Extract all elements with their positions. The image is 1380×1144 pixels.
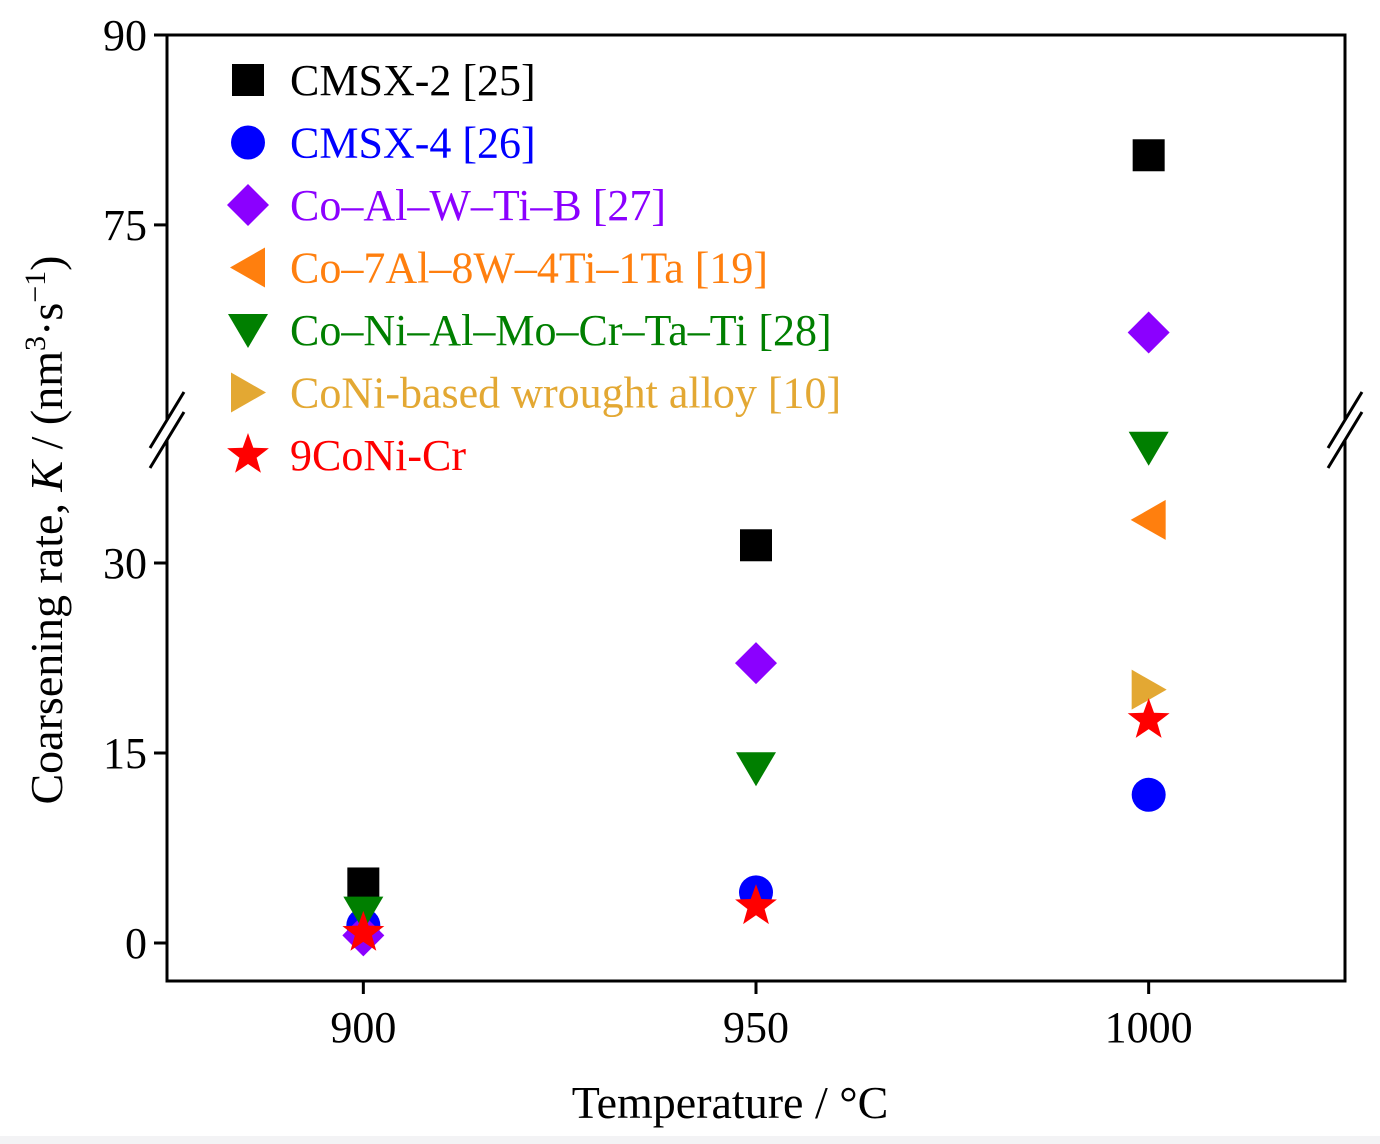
legend-marker-cmsx-4-26	[231, 125, 265, 160]
point-9coni-cr-950	[735, 884, 777, 925]
legend-label: Co–7Al–8W–4Ti–1Ta [19]	[290, 244, 768, 293]
point-cmsx-2-25-1000	[1132, 139, 1165, 172]
y-tick-label: 0	[125, 919, 147, 968]
y-axis-title-part: )	[21, 255, 72, 270]
y-axis-title-part: ·s	[21, 303, 72, 336]
legend-label: CMSX-2 [25]	[290, 56, 536, 105]
x-tick-label: 900	[330, 1003, 396, 1052]
axis-labels: Temperature / °C Coarsening rate, K / (nm…	[19, 255, 888, 1128]
series-9coni-cr	[342, 698, 1170, 951]
legend-marker-coni-based-wrought-alloy-10	[231, 372, 266, 413]
legend-label: CMSX-4 [26]	[290, 119, 536, 168]
legend-marker-9coni-cr	[227, 433, 269, 473]
point-cmsx-4-26-1000	[1131, 777, 1166, 812]
legend-item-coni-based-wrought-alloy-10: CoNi-based wrought alloy [10]	[231, 369, 841, 418]
legend-marker-co-al-w-ti-b-27	[227, 184, 269, 226]
series-co-7al-8w-4ti-1ta-19	[1130, 499, 1166, 540]
legend-marker-co-ni-al-mo-cr-ta-ti-28	[228, 314, 268, 348]
legend-label: Co–Al–W–Ti–B [27]	[290, 181, 666, 230]
legend-label: CoNi-based wrought alloy [10]	[290, 369, 841, 418]
point-coni-based-wrought-alloy-10-1000	[1131, 669, 1167, 710]
y-tick-label: 75	[103, 201, 147, 250]
x-axis-title: Temperature / °C	[572, 1077, 889, 1128]
y-axis-title: Coarsening rate, K / (nm3·s−1)	[19, 255, 72, 804]
axis-break-mark-right-2	[1326, 411, 1364, 469]
y-axis-title-part: Coarsening rate,	[21, 492, 72, 805]
data-points	[342, 139, 1170, 957]
y-tick-label: 15	[103, 729, 147, 778]
axis-break-mark-left-1	[148, 391, 186, 449]
y-tick-label: 30	[103, 539, 147, 588]
legend: CMSX-2 [25] CMSX-4 [26] Co–Al–W–Ti–B [27] C…	[227, 56, 841, 480]
legend-item-cmsx-2-25: CMSX-2 [25]	[232, 56, 536, 105]
point-cmsx-2-25-950	[740, 529, 772, 562]
series-coni-based-wrought-alloy-10	[1131, 669, 1167, 710]
bottom-band	[0, 1136, 1380, 1144]
y-axis-title-part: / (nm	[21, 351, 72, 461]
point-co-ni-al-mo-cr-ta-ti-28-950	[736, 752, 776, 787]
point-co-ni-al-mo-cr-ta-ti-28-1000	[1128, 431, 1169, 466]
axis-break-mark-right-1	[1326, 391, 1364, 449]
legend-marker-cmsx-2-25	[232, 64, 264, 96]
legend-item-co-7al-8w-4ti-1ta-19: Co–7Al–8W–4Ti–1Ta [19]	[230, 244, 768, 293]
legend-item-9coni-cr: 9CoNi-Cr	[227, 431, 466, 480]
x-tick-label: 1000	[1105, 1003, 1193, 1052]
axis-ticks: 0 15 30 75 90 900 950 1000	[103, 11, 1193, 1052]
axis-break-mark-left-2	[148, 411, 186, 469]
x-tick-label: 950	[723, 1003, 789, 1052]
y-tick-label: 90	[103, 11, 147, 60]
legend-item-co-al-w-ti-b-27: Co–Al–W–Ti–B [27]	[227, 181, 666, 230]
point-co-7al-8w-4ti-1ta-19-1000	[1130, 499, 1166, 540]
legend-item-co-ni-al-mo-cr-ta-ti-28: Co–Ni–Al–Mo–Cr–Ta–Ti [28]	[228, 306, 832, 355]
point-cmsx-2-25-900	[347, 867, 380, 900]
point-co-al-w-ti-b-27-950	[735, 642, 777, 685]
y-axis-title-part: −1	[19, 271, 52, 303]
series-cmsx-2-25	[347, 139, 1165, 900]
legend-item-cmsx-4-26: CMSX-4 [26]	[231, 119, 536, 168]
y-axis-title-part: K	[21, 459, 72, 493]
point-9coni-cr-1000	[1127, 698, 1170, 738]
point-co-al-w-ti-b-27-1000	[1127, 311, 1170, 354]
point-9coni-cr-900	[342, 910, 385, 951]
legend-label: 9CoNi-Cr	[290, 431, 466, 480]
y-axis-title-part: 3	[19, 336, 52, 351]
legend-marker-co-7al-8w-4ti-1ta-19	[230, 247, 265, 288]
legend-label: Co–Ni–Al–Mo–Cr–Ta–Ti [28]	[290, 306, 832, 355]
